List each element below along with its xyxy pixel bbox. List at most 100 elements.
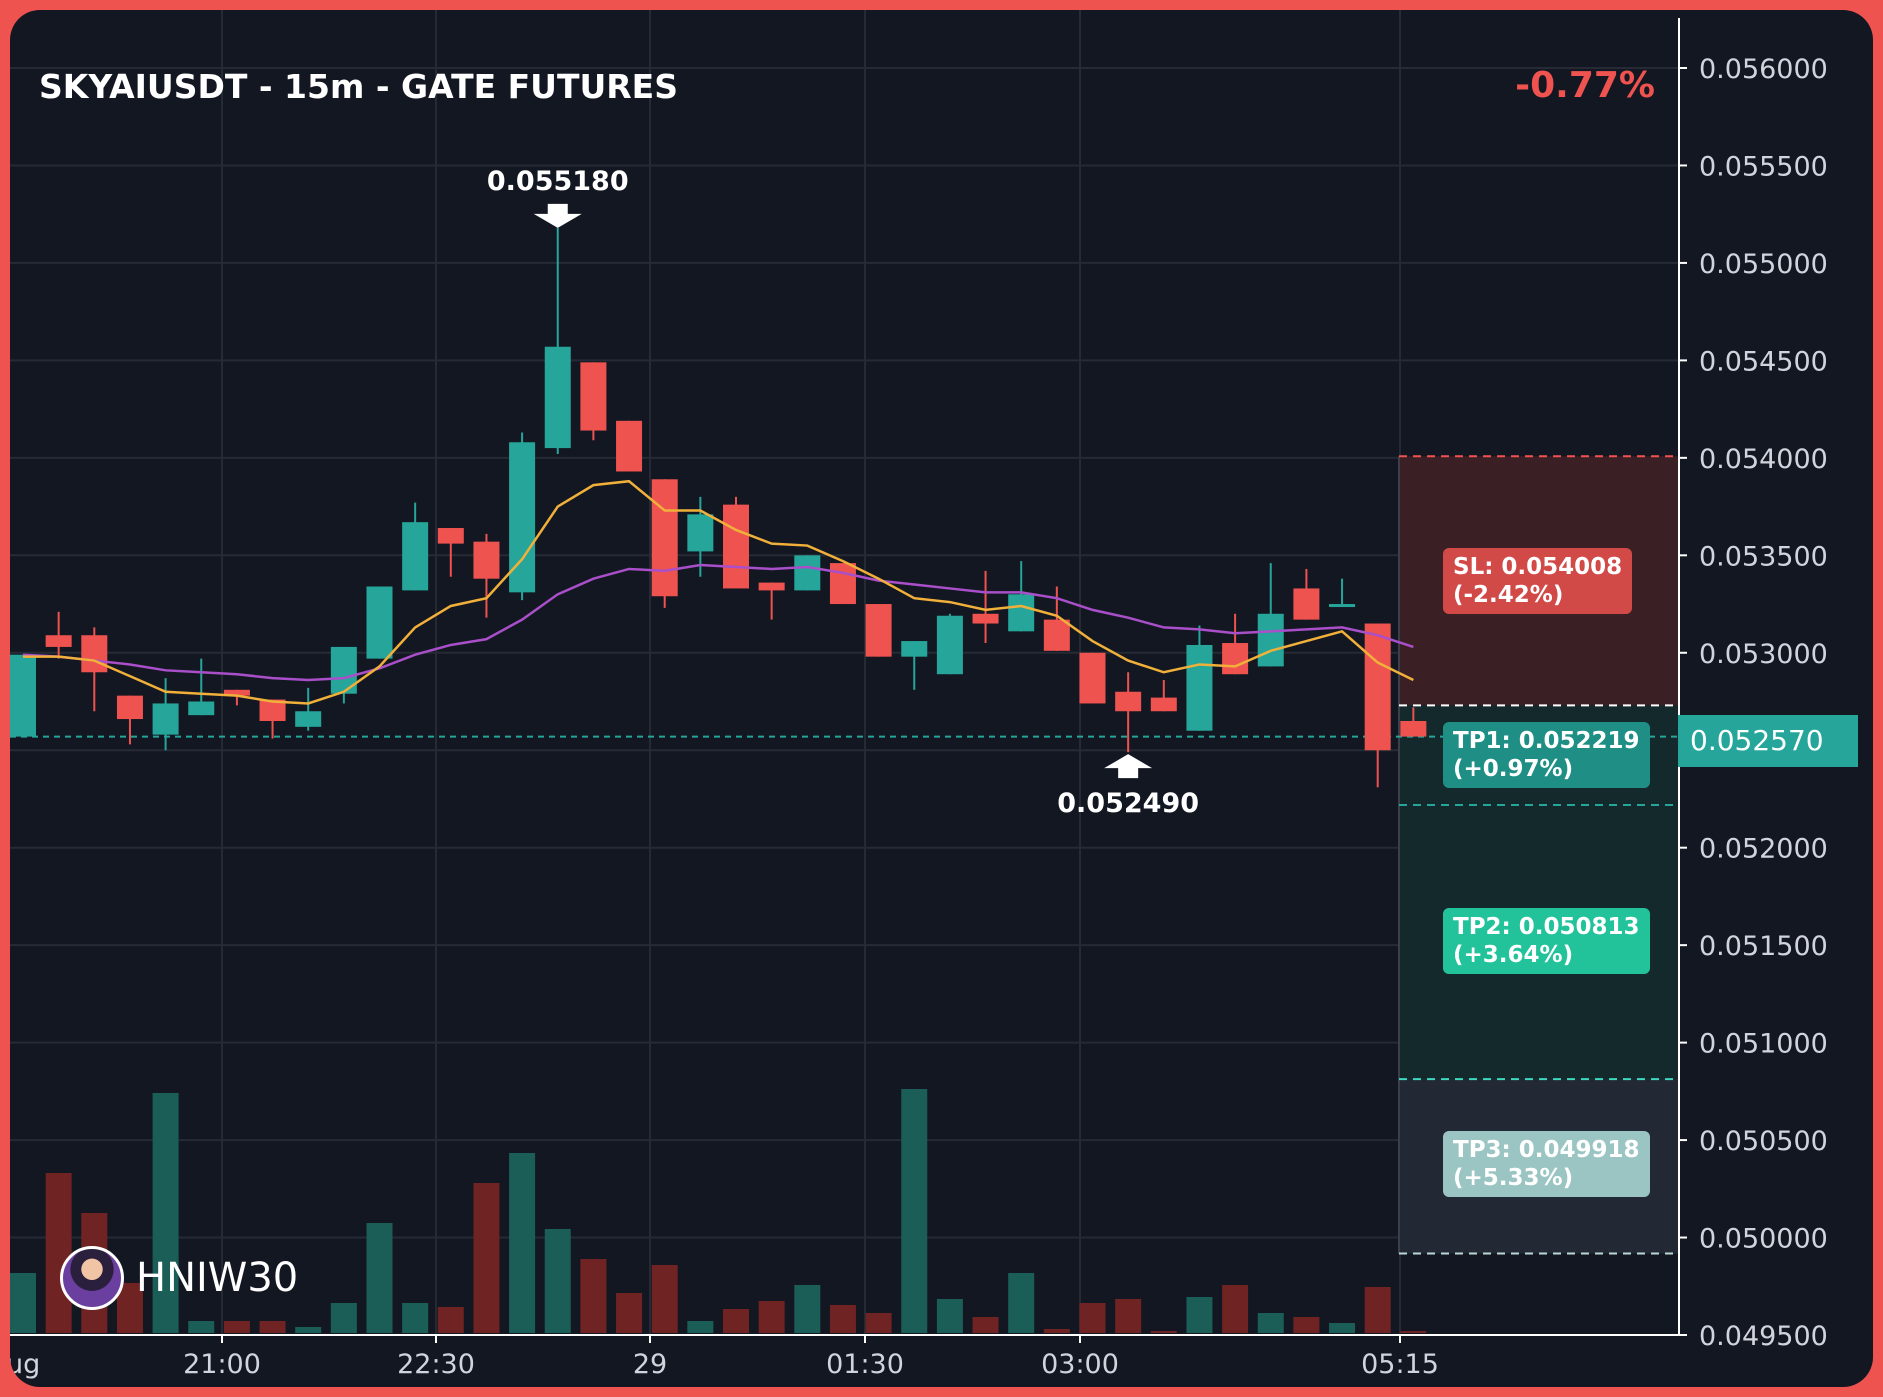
volume-bar [758, 1301, 785, 1333]
candle-body [1115, 691, 1142, 712]
volume-bar [116, 1283, 143, 1333]
candle-body [865, 604, 892, 657]
volume-bar [437, 1307, 464, 1333]
volume-bar [10, 1273, 36, 1333]
watermark: HNIW30 [60, 1246, 298, 1310]
candle-body [616, 420, 643, 472]
volume-bar [794, 1285, 821, 1333]
candle-body [437, 528, 464, 544]
candle-body [1222, 643, 1249, 675]
candle-body [580, 362, 607, 431]
high-marker-arrow [533, 203, 582, 228]
candle-body [1400, 720, 1427, 737]
volume-bar [223, 1321, 250, 1333]
x-tick-label: ug [10, 1349, 40, 1380]
candle-body [687, 514, 714, 552]
candle-body [1150, 697, 1177, 712]
candle-body [116, 695, 143, 720]
take-profit-3-label: TP3: 0.049918 (+5.33%) [1443, 1131, 1650, 1197]
volume-bar [829, 1305, 856, 1333]
candle-body [1293, 588, 1320, 620]
candle-body [10, 654, 36, 737]
y-tick-label: 0.054000 [1699, 444, 1828, 475]
candle-body [81, 635, 108, 673]
candle-body [972, 613, 999, 624]
volume-bar [1222, 1285, 1249, 1333]
volume-bar [295, 1327, 322, 1333]
volume-bar [330, 1303, 357, 1333]
y-tick-label: 0.049500 [1699, 1321, 1828, 1352]
chart-frame: 0.055180 0.052490 0.049500 0.050000 0.050500… [10, 10, 1873, 1387]
x-tick-label: 01:30 [826, 1349, 904, 1380]
volume-bar [1043, 1329, 1070, 1333]
volume-bar [972, 1317, 999, 1333]
y-tick-label: 0.051500 [1699, 931, 1828, 962]
volume-bar [1008, 1273, 1035, 1333]
volume-bar [402, 1303, 429, 1333]
take-profit-2-label: TP2: 0.050813 (+3.64%) [1443, 908, 1650, 974]
candle-body [366, 586, 393, 659]
candle-body [223, 689, 250, 696]
y-tick-label: 0.054500 [1699, 346, 1828, 377]
candle-body [723, 504, 749, 589]
x-tick-label: 21:00 [183, 1349, 261, 1380]
candle-body [544, 346, 571, 449]
x-tick-label: 29 [633, 1349, 667, 1380]
high-marker-label: 0.055180 [487, 166, 629, 197]
candle-body [1008, 594, 1035, 632]
y-tick-label: 0.051000 [1699, 1029, 1828, 1060]
volume-bar [366, 1223, 393, 1333]
candle-body [1329, 604, 1356, 608]
y-tick-label: 0.055500 [1699, 151, 1828, 182]
low-marker-label: 0.052490 [1057, 788, 1199, 819]
volume-bar [1079, 1303, 1106, 1333]
y-tick-label: 0.050500 [1699, 1126, 1828, 1157]
candle-body [259, 699, 286, 721]
x-tick-label: 05:15 [1361, 1349, 1439, 1380]
ma-slow-line [22, 563, 1414, 682]
volume-bar [865, 1313, 892, 1333]
last-price-tag: 0.052570 [1678, 715, 1858, 767]
candle-body [402, 522, 429, 591]
volume-bar [1329, 1323, 1356, 1333]
volume-bar [616, 1293, 643, 1333]
candle-body [936, 615, 963, 675]
stop-loss-label: SL: 0.054008 (-2.42%) [1443, 548, 1633, 614]
volume-bar [651, 1265, 678, 1333]
x-tick-label: 03:00 [1041, 1349, 1119, 1380]
watermark-text: HNIW30 [136, 1255, 299, 1301]
volume-bar [687, 1321, 714, 1333]
x-tick-label: 22:30 [397, 1349, 475, 1380]
y-tick-label: 0.053000 [1699, 639, 1828, 670]
candle-body [758, 582, 785, 591]
candle-body [794, 555, 821, 591]
price-change: -0.77% [1515, 65, 1655, 106]
chart-title: SKYAIUSDT - 15m - GATE FUTURES [39, 67, 678, 106]
y-tick-label: 0.050000 [1699, 1224, 1828, 1255]
volume-bar [936, 1299, 963, 1333]
candle-body [901, 641, 928, 657]
avatar [60, 1246, 124, 1310]
candle-body [1186, 644, 1213, 731]
candle-body [1364, 623, 1391, 751]
volume-bar [1186, 1297, 1213, 1333]
candle-body [1257, 613, 1284, 667]
candle-body [45, 635, 72, 647]
candle-body [152, 703, 179, 735]
volume-bar [544, 1229, 571, 1333]
y-tick-label: 0.056000 [1699, 54, 1828, 85]
low-marker-arrow [1104, 754, 1153, 779]
ma-fast-line [23, 479, 1414, 705]
volume-bar [901, 1089, 928, 1333]
volume-bar [188, 1321, 215, 1333]
candle-body [473, 541, 500, 579]
volume-bar [509, 1153, 536, 1333]
volume-bar [259, 1321, 286, 1333]
volume-bar [45, 1173, 72, 1333]
price-chart[interactable]: 0.055180 0.052490 0.049500 0.050000 0.050500… [10, 10, 1873, 1387]
volume-bar [1150, 1331, 1177, 1333]
volume-bar [1115, 1299, 1142, 1333]
y-tick-label: 0.052000 [1699, 834, 1828, 865]
volume-bar [152, 1093, 179, 1333]
y-tick-label: 0.053500 [1699, 541, 1828, 572]
